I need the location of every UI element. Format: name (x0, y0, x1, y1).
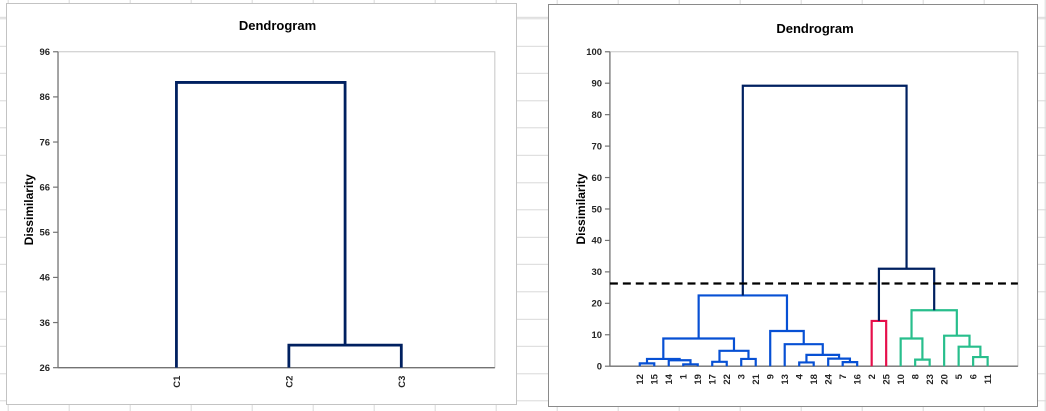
x-leaf-label: C2 (284, 376, 295, 388)
dendrogram-link (910, 309, 958, 339)
plot-border (57, 51, 496, 369)
x-leaf-label: 14 (664, 373, 675, 384)
x-leaf-label: 17 (708, 374, 719, 385)
dendrogram-plot-left: 26 36 46 56 66 76 86 96 Dissimilarity C1 C2 C3 (22, 47, 496, 388)
y-tick-label: 10 (591, 330, 602, 341)
x-leaf-label: 8 (911, 374, 922, 379)
y-axis-label: Dissimilarity (22, 174, 36, 245)
y-tick-label: 36 (40, 318, 51, 329)
y-tick-label: 40 (591, 236, 602, 247)
dendrogram-link (662, 337, 736, 359)
chart-title: Dendrogram (776, 21, 854, 36)
x-leaf-label: 7 (838, 374, 849, 379)
x-leaf-label: 2 (867, 374, 878, 379)
x-leaf-label: 3 (737, 374, 748, 379)
y-tick-label: 76 (40, 137, 51, 148)
chart-title: Dendrogram (238, 18, 317, 33)
y-tick-label: 66 (40, 182, 51, 193)
dendrogram-link (718, 349, 750, 362)
dendrogram-link (877, 267, 936, 321)
dendrogram-link (711, 360, 728, 367)
y-axis-label: Dissimilarity (574, 173, 588, 244)
y-tick-label: 50 (591, 204, 602, 215)
y-tick-label: 70 (591, 141, 602, 152)
y-tick-label: 30 (591, 267, 602, 278)
x-leaf-label: 13 (780, 374, 791, 385)
x-leaf-label: 1 (679, 374, 690, 379)
x-leaf-label: 21 (751, 374, 762, 385)
x-leaf-label: 15 (650, 374, 661, 385)
dendrogram-link (899, 337, 924, 367)
y-tick-label: 100 (586, 47, 602, 58)
x-leaf-label: 25 (882, 374, 893, 385)
x-leaf-label: 4 (795, 373, 806, 379)
x-leaf-label: 11 (983, 374, 994, 384)
dendrogram-link (870, 319, 888, 367)
y-tick-label: 60 (591, 173, 602, 184)
dendrogram-link (287, 343, 403, 368)
dendrogram-link (827, 357, 852, 367)
y-tick-label: 26 (40, 363, 51, 374)
x-leaf-label: 20 (940, 374, 951, 385)
x-leaf-label: 16 (853, 374, 864, 385)
x-leaf-label: 6 (969, 374, 980, 379)
x-leaf-label: 23 (925, 374, 936, 385)
x-leaf-label: 12 (635, 374, 646, 385)
x-leaf-label: C3 (397, 376, 408, 388)
dendrogram-link (943, 334, 971, 367)
x-leaf-label: C1 (172, 376, 183, 388)
dendrogram-link (175, 81, 347, 368)
dendrogram-link (769, 329, 805, 367)
x-leaf-label: 22 (722, 374, 733, 385)
dendrogram-link (972, 355, 989, 367)
x-leaf-label: 18 (809, 374, 820, 385)
y-tick-label: 56 (40, 228, 51, 239)
dendrogram-link (740, 357, 757, 367)
y-tick-label: 80 (591, 110, 602, 121)
x-leaf-label: 10 (896, 374, 907, 385)
x-leaf-label: 24 (824, 373, 835, 384)
x-leaf-label: 9 (766, 374, 777, 379)
x-leaf-label: 19 (693, 374, 704, 385)
dendrogram-chart-right[interactable]: Dendrogram 0 10 20 30 40 50 60 70 80 90 100 Dissimi… (548, 4, 1038, 407)
dendrogram-link (741, 84, 908, 296)
dendrogram-chart-left[interactable]: Dendrogram 26 36 46 56 66 76 86 96 Dissimilarity… (6, 3, 517, 405)
x-leaf-label: 5 (954, 374, 965, 379)
y-tick-label: 46 (40, 273, 51, 284)
y-tick-label: 90 (591, 79, 602, 90)
y-tick-label: 96 (40, 47, 51, 58)
y-tick-label: 20 (591, 299, 602, 310)
dendrogram-link (914, 358, 931, 367)
y-tick-label: 86 (40, 92, 51, 103)
y-tick-label: 0 (597, 362, 602, 373)
